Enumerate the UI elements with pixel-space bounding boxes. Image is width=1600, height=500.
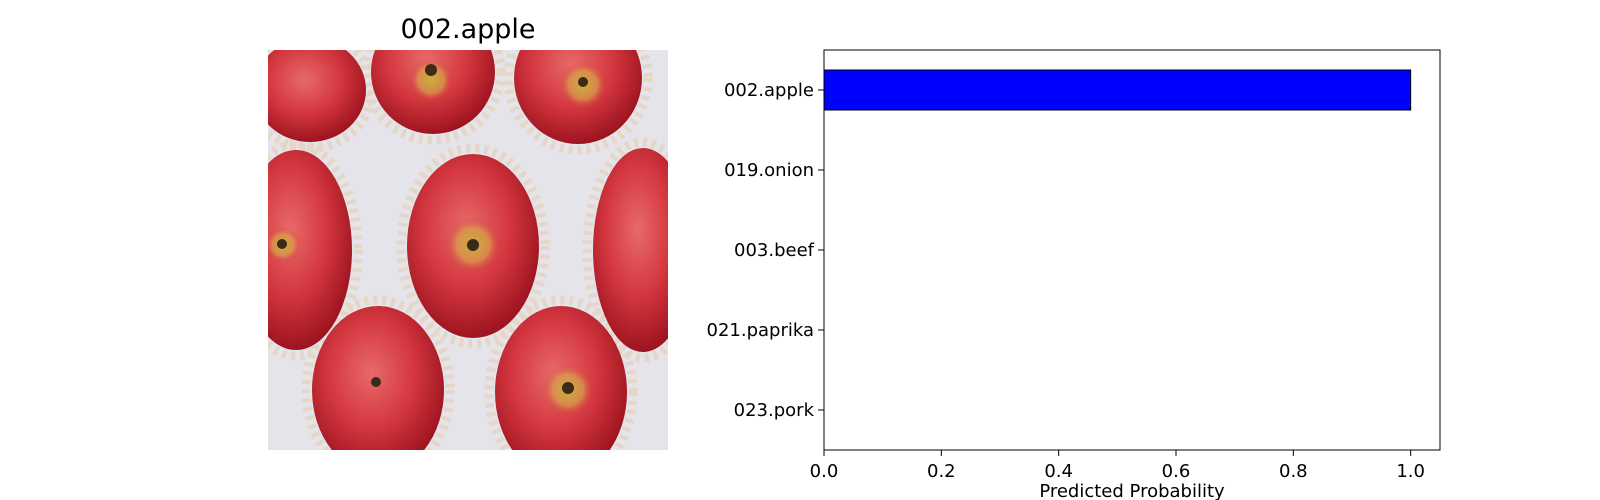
x-axis-label: Predicted Probability bbox=[1039, 481, 1225, 500]
apple-photo bbox=[268, 50, 668, 450]
x-tick-label: 0.4 bbox=[1044, 461, 1073, 482]
y-tick-label: 003.beef bbox=[734, 240, 815, 261]
y-tick-label: 021.paprika bbox=[707, 320, 815, 341]
image-title: 002.apple bbox=[400, 14, 536, 45]
y-tick-label: 019.onion bbox=[724, 160, 814, 181]
y-tick-label: 002.apple bbox=[724, 80, 814, 101]
x-tick-label: 0.8 bbox=[1279, 461, 1308, 482]
x-tick-label: 0.6 bbox=[1162, 461, 1191, 482]
bar-002.apple bbox=[823, 69, 1412, 111]
x-tick-label: 1.0 bbox=[1396, 461, 1425, 482]
y-tick-label: 023.pork bbox=[734, 400, 815, 421]
x-tick-label: 0.2 bbox=[927, 461, 956, 482]
x-tick-label: 0.0 bbox=[810, 461, 839, 482]
